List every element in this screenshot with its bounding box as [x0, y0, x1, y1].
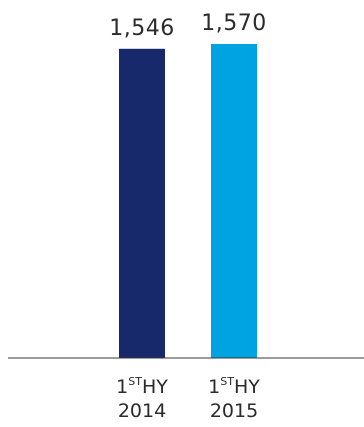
category-year-0: 2014 — [118, 400, 166, 422]
value-label-0: 1,546 — [109, 16, 174, 41]
category-suffix: HY — [234, 376, 260, 398]
category-label-1: 1STHY — [208, 375, 260, 398]
value-label-1: 1,570 — [201, 11, 266, 36]
category-prefix: 1 — [208, 376, 220, 398]
category-superscript: ST — [220, 375, 234, 388]
bar-0 — [119, 48, 165, 359]
category-label-0: 1STHY — [116, 375, 168, 398]
category-superscript: ST — [128, 375, 142, 388]
category-year-1: 2015 — [210, 400, 258, 422]
bar-1 — [211, 44, 257, 358]
category-prefix: 1 — [116, 376, 128, 398]
category-suffix: HY — [142, 376, 168, 398]
